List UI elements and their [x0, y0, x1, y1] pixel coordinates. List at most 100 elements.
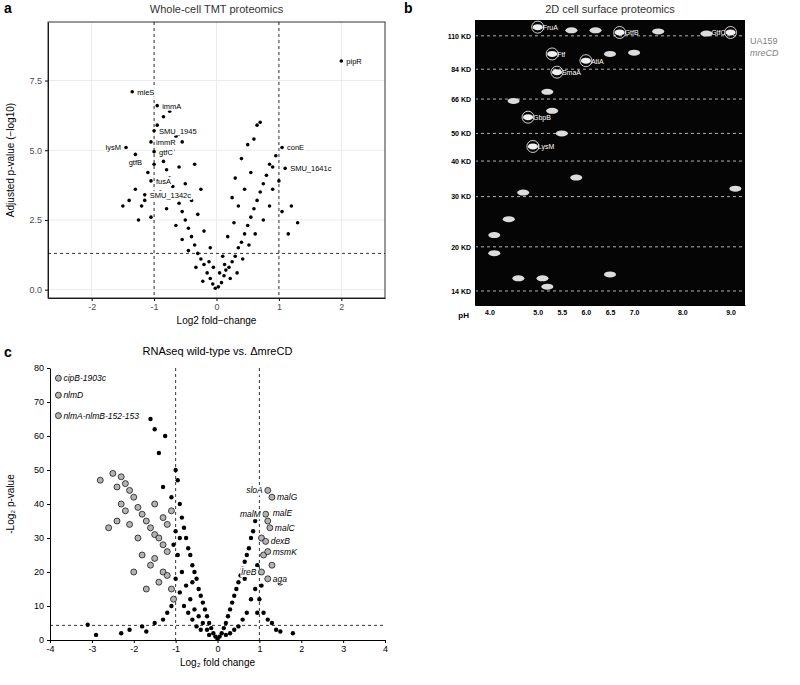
protein-spot	[604, 271, 616, 277]
tick-label: 7.0	[630, 309, 640, 316]
data-point	[211, 282, 215, 286]
data-point	[194, 624, 198, 628]
data-point	[232, 628, 236, 632]
data-point	[283, 167, 287, 171]
data-point	[127, 199, 131, 203]
tick-label: -2	[88, 302, 96, 312]
data-point	[271, 187, 275, 191]
data-point	[177, 165, 181, 169]
data-point	[124, 146, 128, 150]
data-point	[176, 553, 180, 557]
tick: 20	[34, 567, 50, 577]
data-point	[243, 577, 247, 581]
tick-label: 14 KD	[451, 288, 471, 295]
data-point	[205, 628, 209, 632]
point-label-group: SMU_1945	[158, 127, 198, 136]
data-point	[161, 617, 165, 621]
data-point	[247, 243, 251, 247]
tick-mark	[385, 640, 386, 643]
point-label-group: lreB	[240, 567, 257, 577]
point-label: dexB	[271, 536, 291, 546]
threshold-line	[154, 22, 155, 298]
data-point	[245, 611, 249, 615]
tick-label: 1	[257, 644, 262, 654]
tick-label: 20	[34, 567, 44, 577]
point-label-group: dexB	[270, 536, 292, 546]
point-label: sloA	[246, 485, 263, 495]
point-label-group: fusA	[155, 177, 172, 186]
label-background	[274, 523, 297, 533]
data-point	[55, 375, 61, 381]
data-point	[274, 154, 278, 158]
label-background	[239, 509, 263, 519]
tick: 1	[277, 298, 282, 312]
tick-label: 40 KD	[451, 158, 471, 165]
axis-line	[50, 369, 51, 641]
data-point	[269, 562, 275, 568]
tick: -1	[172, 640, 180, 654]
tick: 5.5	[557, 305, 567, 316]
x-axis: -2-1012	[49, 298, 386, 312]
data-point	[143, 193, 147, 197]
point-label: gtfB	[129, 158, 142, 167]
data-point	[137, 218, 141, 222]
data-point	[253, 519, 257, 523]
tick: 4	[383, 640, 388, 654]
data-point	[193, 243, 197, 247]
tick-label: 0.0	[29, 285, 42, 295]
tick-label: 3	[341, 644, 346, 654]
point-label: LysM	[538, 143, 555, 151]
data-point	[226, 235, 230, 239]
tick: 5.0	[29, 146, 48, 156]
point-label-group: malC	[274, 523, 297, 533]
data-point	[253, 232, 257, 236]
data-point	[180, 515, 184, 519]
protein-spot	[547, 51, 557, 57]
data-point	[290, 204, 294, 208]
tick: -2	[130, 640, 138, 654]
channel-label: UA159	[750, 36, 778, 46]
data-point	[134, 153, 138, 157]
point-label-group: mleS	[136, 88, 155, 97]
data-point	[176, 478, 180, 482]
data-point	[252, 137, 256, 141]
protein-spot	[541, 89, 553, 95]
tick-label: 7.5	[29, 76, 42, 86]
data-point	[192, 607, 196, 611]
data-point	[291, 631, 295, 635]
point-label-group: Ftf	[557, 51, 565, 58]
data-point	[252, 207, 256, 211]
data-point	[270, 621, 274, 625]
axis-line	[475, 21, 476, 306]
tick-label: 0	[215, 644, 220, 654]
gel-background	[475, 20, 745, 305]
point-label: gtfC	[159, 148, 173, 157]
data-point	[258, 190, 262, 194]
label-background	[345, 57, 363, 66]
data-point	[152, 129, 156, 133]
tick-label: 2	[339, 302, 344, 312]
data-point	[164, 572, 170, 578]
data-point	[237, 204, 241, 208]
point-label: immA	[162, 102, 181, 111]
data-point	[249, 536, 253, 540]
label-background	[272, 508, 294, 518]
data-point	[168, 508, 174, 514]
data-point	[265, 487, 271, 493]
tick-label: 8.0	[678, 309, 688, 316]
protein-spot	[604, 51, 616, 57]
point-label-group: gtfB	[128, 158, 143, 167]
data-point	[152, 427, 156, 431]
grid-line	[91, 22, 92, 298]
panel-a: aWhole-cell TMT proteomics-2-10120.02.55…	[4, 0, 386, 326]
tick-label: 0	[214, 302, 219, 312]
data-point	[220, 281, 224, 285]
point-label: malM	[240, 509, 262, 519]
data-point	[223, 263, 227, 267]
data-point	[222, 274, 226, 278]
data-point	[192, 570, 196, 574]
tick: 7.5	[29, 76, 48, 86]
point-label: SMU_1641c	[290, 164, 332, 173]
data-point	[122, 508, 128, 514]
data-point	[246, 224, 250, 228]
